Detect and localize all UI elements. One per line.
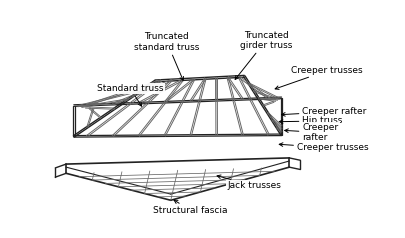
Text: Creeper rafter: Creeper rafter	[281, 107, 367, 116]
Text: Truncated
girder truss: Truncated girder truss	[235, 31, 292, 79]
Text: Standard truss: Standard truss	[97, 84, 164, 106]
Text: Hip truss: Hip truss	[279, 116, 343, 125]
Text: Structural fascia: Structural fascia	[153, 200, 227, 215]
Text: Truncated
standard truss: Truncated standard truss	[134, 32, 200, 80]
Text: Creeper trusses: Creeper trusses	[275, 66, 362, 89]
Text: Creeper trusses: Creeper trusses	[279, 143, 369, 152]
Text: Jack trusses: Jack trusses	[217, 175, 281, 190]
Text: Creeper
rafter: Creeper rafter	[285, 123, 339, 142]
